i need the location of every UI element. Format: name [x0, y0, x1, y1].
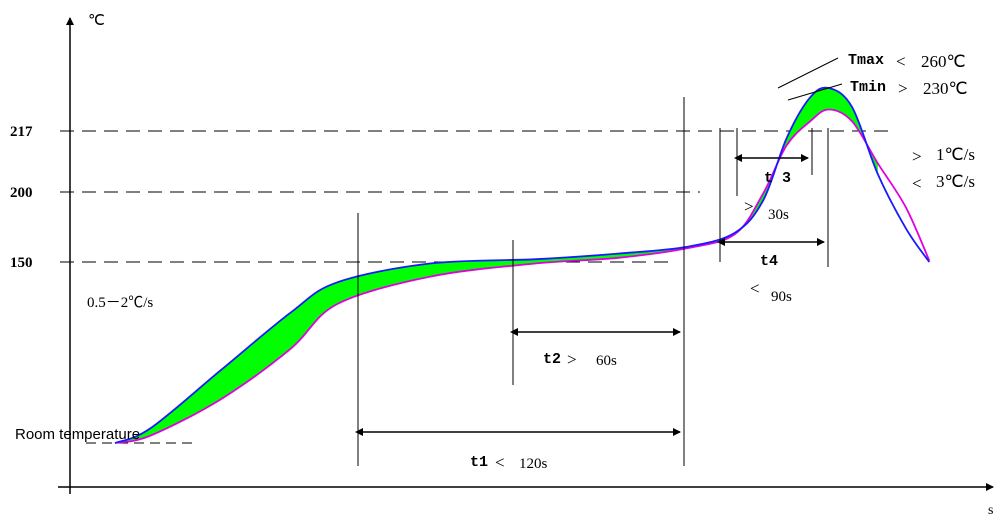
cool-rate-max-sign: < [912, 174, 922, 193]
room-temperature-label: Room temperature [15, 426, 140, 443]
y-tick-label-217: 217 [10, 124, 33, 140]
t3-label: t 3 [764, 170, 791, 187]
t1-label: t1 [470, 454, 488, 471]
tmax-leader-line [777, 57, 839, 89]
t4-value: 90s [771, 289, 792, 305]
y-tick-label-200: 200 [10, 185, 33, 201]
tmax-sign: < [896, 52, 906, 71]
tmin-label: Tmin [850, 79, 886, 96]
t1-value: 120s [519, 456, 548, 472]
process-window-fill [115, 87, 878, 444]
y-tick-label-150: 150 [10, 255, 33, 271]
tmax-curve [114, 86, 931, 444]
tmin-value: 230℃ [923, 79, 968, 98]
tmin-curve [114, 108, 931, 444]
tmax-label: Tmax [848, 52, 884, 69]
t2-sign: > [567, 350, 577, 369]
y-axis-unit-label: ℃ [88, 13, 105, 29]
t3-sign: > [744, 197, 754, 216]
cool-rate-max: 3℃/s [936, 172, 975, 191]
tmin-leader-line [787, 83, 843, 101]
t1-sign: < [495, 453, 505, 472]
cool-rate-min: 1℃/s [936, 145, 975, 164]
tmax-value: 260℃ [921, 52, 966, 71]
ramp-rate-label: 0.5－2℃/s [87, 295, 153, 311]
t4-sign: < [750, 279, 760, 298]
t4-label: t4 [760, 253, 778, 270]
cool-rate-min-sign: > [912, 147, 922, 166]
tmin-sign: > [898, 79, 908, 98]
t2-label: t2 [543, 351, 561, 368]
t2-value: 60s [596, 353, 617, 369]
t3-value: 30s [768, 207, 789, 223]
x-axis-unit-label: s [988, 503, 993, 518]
